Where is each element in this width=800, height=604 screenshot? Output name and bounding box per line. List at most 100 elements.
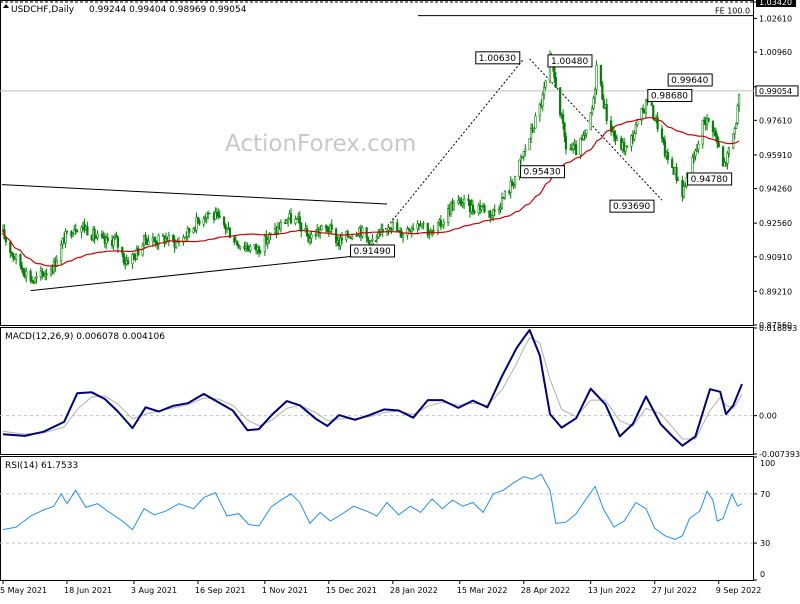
candle-body	[14, 254, 18, 260]
candle-body	[483, 205, 486, 213]
x-tick-label: 3 Aug 2021	[131, 586, 177, 595]
candle-body	[652, 105, 655, 120]
candle-body	[684, 185, 687, 187]
price-annotation-label: 0.91490	[354, 247, 391, 257]
candle-body	[246, 246, 249, 250]
candle-body	[115, 235, 118, 239]
candle-body	[564, 136, 568, 150]
x-tick-label: 16 Sep 2021	[195, 586, 246, 595]
candle-body	[490, 215, 493, 218]
candle-body	[625, 145, 629, 148]
candle-body	[595, 64, 598, 90]
candle-body	[127, 260, 130, 265]
candle-body	[524, 149, 527, 152]
candle-body	[417, 223, 421, 226]
candle-body	[25, 270, 28, 277]
candle-body	[188, 227, 191, 233]
candle-body	[265, 235, 268, 244]
price-annotation-box	[350, 244, 395, 258]
candle-body	[529, 127, 533, 139]
candle-body	[401, 234, 405, 238]
candle-body	[143, 234, 146, 246]
candle-body	[503, 191, 506, 199]
candle-body	[612, 131, 616, 137]
upper-trendline	[1, 184, 388, 205]
price-annotation-box	[687, 172, 733, 186]
candle-body	[726, 152, 729, 164]
candle-body	[377, 232, 380, 238]
candle-body	[447, 208, 450, 223]
x-tick-label: 15 Dec 2021	[326, 586, 377, 595]
rsi-title: RSI(14) 61.7533	[5, 461, 78, 471]
candle-body	[732, 133, 735, 149]
candle-body	[327, 231, 330, 233]
candle-body	[656, 117, 659, 130]
candle-body	[599, 64, 602, 85]
candle-body	[339, 237, 342, 247]
dashed-projection	[529, 58, 663, 201]
candle-body	[20, 265, 24, 270]
fe-label: FE 100.0	[715, 7, 750, 16]
price-y-axis: 0.87560 0.89210 0.90910 0.92560 0.94260 0.959…	[754, 0, 799, 330]
candle-body	[671, 159, 674, 168]
current-price-tag-label: 0.99054	[759, 87, 792, 96]
candle-body	[716, 135, 719, 144]
candle-body	[141, 244, 144, 256]
candle-body	[650, 102, 653, 106]
candle-body	[636, 120, 639, 125]
candle-body	[22, 268, 25, 275]
candle-body	[633, 133, 636, 140]
trendlines	[1, 58, 663, 292]
candle-body	[122, 253, 125, 263]
macd-tick-label: 0.016893	[759, 324, 797, 333]
x-tick-label: 9 Sep 2022	[716, 586, 762, 595]
candle-body	[64, 230, 67, 244]
macd-title: MACD(12,26,9) 0.006078 0.004106	[5, 332, 165, 342]
candle-body	[387, 227, 390, 231]
candle-body	[701, 119, 704, 145]
candle-body	[717, 142, 720, 148]
candle-body	[640, 108, 643, 121]
moving-average-line	[2, 117, 740, 267]
price-tick-label: 0.89210	[759, 287, 792, 296]
candle-body	[439, 219, 442, 228]
price-annotation-label: 1.00630	[479, 54, 516, 64]
candle-body	[644, 99, 648, 114]
candle-body	[153, 237, 156, 241]
price-annotation-label: 1.00480	[551, 57, 588, 67]
candle-body	[35, 276, 38, 279]
candle-body	[497, 209, 501, 212]
candle-body	[399, 230, 402, 232]
candle-body	[511, 181, 514, 186]
candle-body	[259, 251, 262, 254]
candle-body	[512, 184, 515, 186]
candle-body	[217, 212, 220, 217]
candle-body	[694, 150, 697, 157]
candle-body	[71, 233, 74, 237]
candle-body	[233, 237, 236, 243]
candle-body	[467, 198, 470, 201]
candle-body	[563, 122, 566, 137]
candle-body	[570, 148, 573, 150]
candle-body	[480, 206, 483, 210]
candle-body	[202, 218, 205, 225]
price-annotation-label: 0.93690	[613, 202, 650, 212]
candle-body	[513, 176, 517, 186]
candle-body	[381, 229, 384, 232]
candle-body	[436, 222, 440, 231]
price-annotation-box	[667, 73, 713, 87]
candle-body	[609, 120, 613, 132]
candle-body	[500, 197, 504, 209]
candle-body	[218, 215, 221, 218]
candle-body	[559, 87, 562, 116]
macd-series-macd	[2, 329, 743, 447]
candle-body	[410, 228, 413, 233]
candle-body	[695, 148, 699, 152]
price-annotation-label: 0.98680	[651, 92, 688, 102]
candle-body	[257, 246, 261, 254]
chart-title: USDCHF,Daily	[11, 5, 75, 15]
candle-body	[239, 246, 242, 249]
candle-body	[9, 241, 12, 253]
candle-body	[175, 241, 178, 248]
top-price-tag	[756, 0, 796, 7]
